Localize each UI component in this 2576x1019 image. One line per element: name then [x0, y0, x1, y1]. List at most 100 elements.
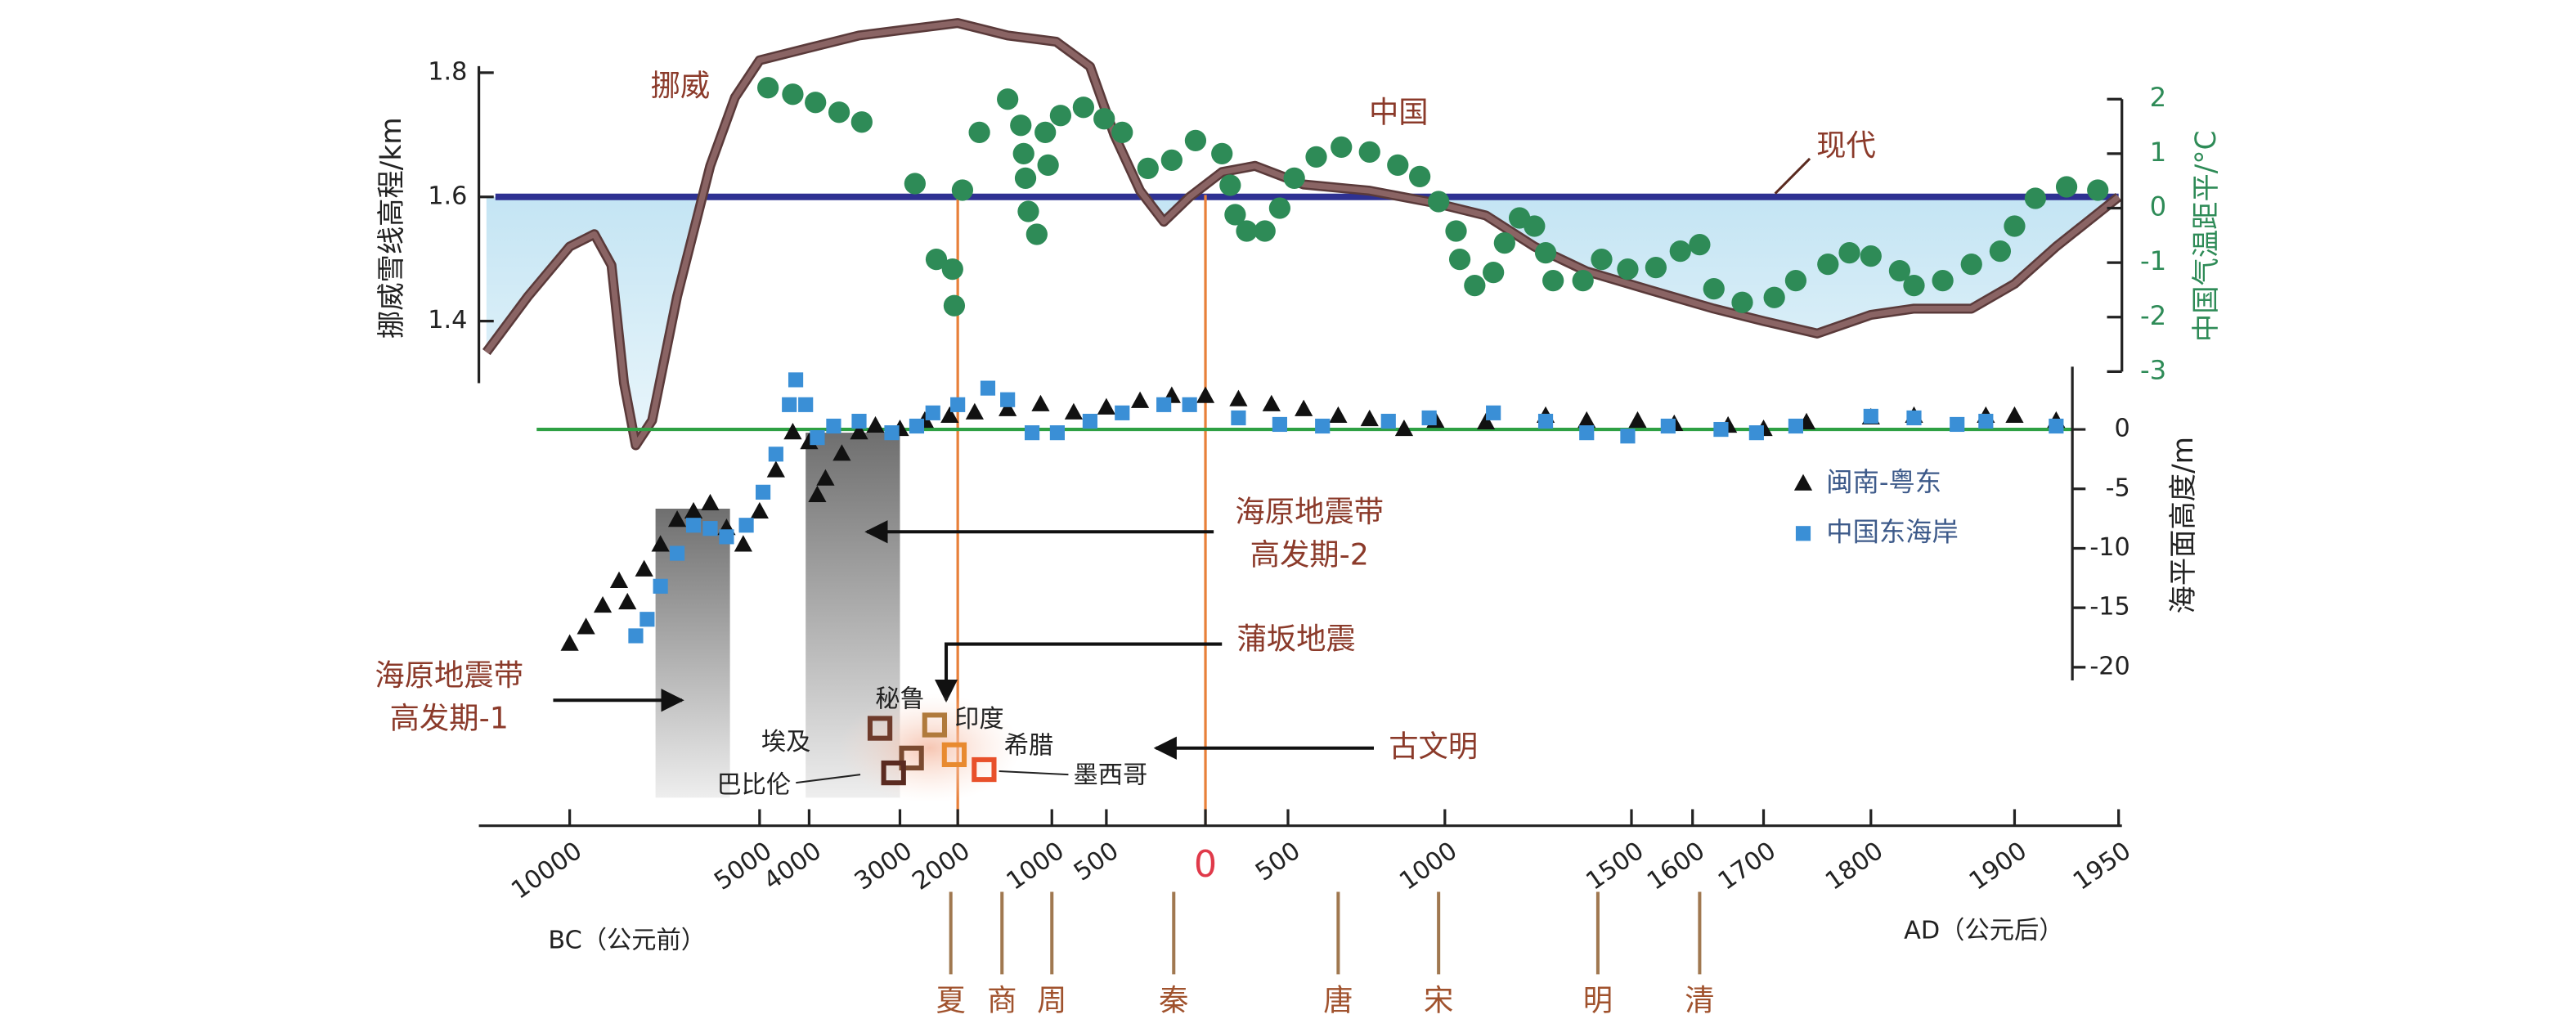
era-label: AD（公元后）	[1904, 916, 2063, 945]
sea-level-square	[826, 418, 841, 434]
arrow	[934, 642, 1223, 703]
sea-level-triangle	[593, 595, 613, 613]
temperature-dot	[782, 83, 804, 105]
sea-level-square	[1421, 410, 1437, 426]
sea-level-square	[653, 578, 668, 594]
y-tick-label: -3	[2140, 354, 2166, 385]
legend-label: 中国东海岸	[1826, 516, 1959, 547]
dynasty-label: 周	[1037, 983, 1066, 1018]
sea-level-triangle	[1130, 391, 1150, 408]
civilization-label: 印度	[954, 705, 1004, 734]
event-label: 蒲坂地震	[1236, 622, 1355, 657]
civilizations-label: 古文明	[1389, 729, 1478, 764]
sea-level-square	[1024, 425, 1040, 441]
temperature-dot	[1224, 204, 1246, 226]
sea-level-triangle	[1097, 397, 1115, 415]
temperature-dot	[1493, 232, 1515, 254]
cold-area	[486, 196, 2119, 446]
temperature-dot	[1524, 215, 1546, 237]
x-tick-label: 3000	[850, 837, 918, 896]
civilization-label: 埃及	[761, 728, 811, 756]
temperature-dot	[850, 111, 873, 133]
sea-level-square	[685, 518, 702, 533]
y-tick-label: -15	[2089, 593, 2129, 622]
dynasty-label: 明	[1583, 983, 1613, 1018]
temperature-dot	[1160, 149, 1183, 171]
y-tick-label: 0	[2115, 415, 2130, 443]
sea-level-square	[788, 372, 804, 388]
sea-level-square	[798, 397, 814, 412]
temperature-dot	[1409, 165, 1431, 187]
sea-level-square	[782, 397, 797, 412]
y-axis-title: 海平面高度/m	[2167, 437, 2200, 614]
temperature-dot	[757, 77, 779, 99]
era-label: BC（公元前）	[548, 927, 706, 955]
dynasty-label: 宋	[1424, 983, 1453, 1018]
sea-level-square	[1082, 413, 1097, 429]
temperature-dot	[904, 173, 926, 195]
civilization-marker	[881, 760, 906, 786]
sea-level-triangle	[850, 423, 868, 440]
temperature-dot	[1358, 141, 1380, 163]
sea-level-triangle	[766, 460, 785, 478]
leader	[796, 774, 861, 784]
sea-level-square	[669, 545, 685, 561]
leader	[999, 770, 1069, 776]
sea-level-triangle	[1476, 412, 1496, 430]
legend-symbol	[1793, 474, 1813, 491]
dynasty-label: 夏	[936, 983, 966, 1018]
sea-level-square	[1660, 418, 1676, 434]
y-tick-label: 1.6	[428, 182, 467, 210]
period-label: 高发期-1	[390, 700, 509, 735]
temperature-dot	[805, 92, 827, 114]
sea-level-square	[1380, 413, 1396, 429]
temperature-dot	[1017, 200, 1039, 222]
sea-level-square	[810, 430, 825, 446]
temperature-dot	[1689, 234, 1711, 256]
temperature-dot	[1034, 121, 1057, 143]
sea-level-square	[2049, 418, 2064, 434]
sea-level-triangle	[832, 444, 851, 461]
temperature-dot	[1236, 220, 1258, 242]
temperature-dot	[1184, 129, 1207, 151]
temperature-dot	[1331, 136, 1353, 158]
temperature-dot	[951, 179, 974, 201]
period-label: 海原地震带	[1235, 494, 1384, 529]
temperature-dot	[1542, 269, 1564, 292]
temperature-dot	[1025, 223, 1048, 245]
sea-level-triangle	[1031, 394, 1050, 411]
temperature-dot	[943, 294, 966, 316]
y-tick-label: 1.8	[428, 57, 467, 86]
temperature-dot	[1268, 197, 1291, 219]
sea-level-square	[1231, 410, 1246, 426]
sea-level-triangle	[577, 617, 595, 635]
sea-level-triangle	[783, 423, 802, 440]
temperature-dot	[828, 101, 850, 123]
sea-level-triangle	[609, 571, 629, 588]
sea-level-triangle	[1295, 399, 1313, 416]
sea-level-triangle	[1628, 411, 1647, 429]
sea-level-triangle	[635, 559, 653, 577]
sea-level-triangle	[560, 634, 579, 651]
sea-level-triangle	[800, 433, 819, 450]
sea-level-square	[628, 628, 644, 644]
temperature-dot	[1219, 174, 1241, 196]
temperature-dot	[1989, 240, 2012, 263]
x-tick-label: 1500	[1581, 837, 1649, 896]
temperature-dot	[1669, 240, 1691, 263]
sea-level-square	[1486, 405, 1501, 420]
sea-level-square	[640, 612, 655, 627]
temperature-dot	[2024, 187, 2047, 209]
sea-level-square	[1748, 425, 1764, 441]
sea-level-square	[1272, 416, 1287, 433]
y-tick-label: 2	[2150, 82, 2167, 113]
period-label: 高发期-2	[1250, 537, 1369, 572]
x-tick-label: 4000	[759, 837, 827, 896]
sea-level-triangle	[1196, 386, 1215, 403]
civilization-marker	[922, 712, 948, 738]
leader	[1774, 157, 1811, 195]
temperature-dot	[1010, 114, 1032, 137]
temperature-dot	[1784, 269, 1807, 292]
sea-level-triangle	[816, 469, 835, 486]
legend-symbol	[1795, 526, 1811, 541]
